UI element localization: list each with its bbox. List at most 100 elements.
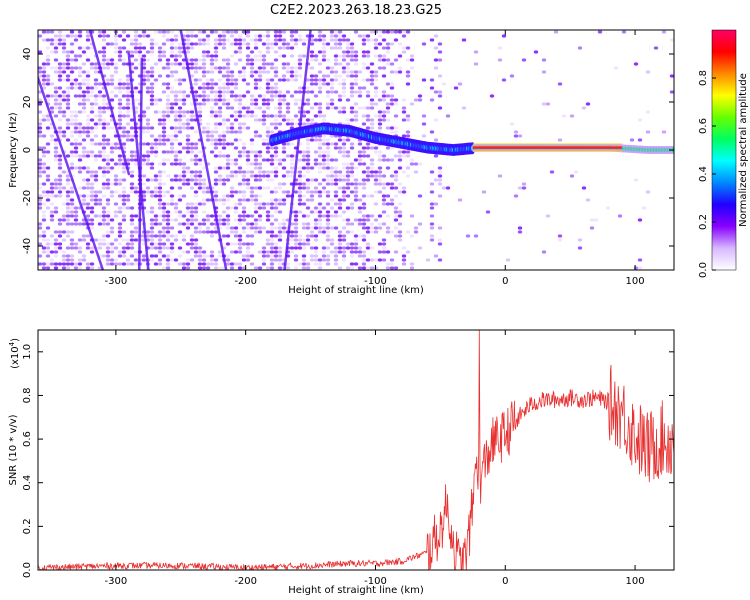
heatmap-cell — [137, 54, 143, 58]
heatmap-cell — [313, 178, 319, 182]
heatmap-cell — [297, 262, 303, 266]
heatmap-cell — [173, 258, 179, 262]
heatmap-cell — [213, 94, 219, 98]
heatmap-cell — [357, 218, 363, 222]
heatmap-cell — [309, 246, 315, 250]
heatmap-cell — [38, 74, 43, 78]
heatmap-cell — [205, 54, 211, 58]
heatmap-cell — [145, 186, 151, 190]
heatmap-cell — [129, 42, 135, 46]
heatmap-cell — [277, 38, 283, 42]
heatmap-cell — [349, 110, 355, 114]
heatmap-cell — [233, 98, 239, 102]
heatmap-cell — [305, 142, 311, 146]
heatmap-cell — [265, 170, 271, 174]
heatmap-cell — [325, 58, 331, 62]
heatmap-cell — [353, 30, 359, 34]
heatmap-cell — [113, 262, 119, 266]
heatmap-cell — [185, 142, 191, 146]
heatmap-cell — [165, 234, 171, 238]
heatmap-cell — [305, 186, 311, 190]
heatmap-cell — [357, 222, 363, 226]
heatmap-cell — [437, 238, 443, 242]
heatmap-cell — [285, 170, 291, 174]
heatmap-cell — [377, 110, 383, 114]
heatmap-cell — [369, 102, 375, 106]
heatmap-cell — [153, 254, 159, 258]
heatmap-cell — [89, 222, 95, 226]
heatmap-cell — [185, 266, 191, 270]
heatmap-cell — [273, 234, 279, 238]
heatmap-cell — [101, 54, 107, 58]
heatmap-cell — [249, 114, 255, 118]
heatmap-cell — [245, 34, 251, 38]
heatmap-cell — [373, 182, 379, 186]
heatmap-cell — [301, 194, 307, 198]
heatmap-cell — [397, 150, 403, 154]
heatmap-cell — [145, 154, 151, 158]
heatmap-cell — [621, 30, 627, 34]
heatmap-cell — [341, 38, 347, 42]
heatmap-cell — [465, 234, 471, 238]
heatmap-cell — [385, 106, 391, 110]
heatmap-cell — [281, 198, 287, 202]
heatmap-cell — [241, 142, 247, 146]
heatmap-cell — [277, 34, 283, 38]
heatmap-cell — [353, 242, 359, 246]
heatmap-cell — [305, 158, 311, 162]
heatmap-cell — [553, 30, 559, 34]
heatmap-cell — [117, 262, 123, 266]
heatmap-cell — [321, 258, 327, 262]
heatmap-cell — [433, 154, 439, 158]
heatmap-x-label: Height of straight line (km) — [288, 285, 424, 296]
heatmap-cell — [145, 74, 151, 78]
heatmap-cell — [61, 94, 67, 98]
heatmap-cell — [177, 122, 183, 126]
heatmap-cell — [545, 102, 551, 106]
heatmap-cell — [245, 90, 251, 94]
heatmap-cell — [201, 66, 207, 70]
heatmap-cell — [341, 50, 347, 54]
heatmap-cell — [69, 70, 75, 74]
heatmap-streak — [283, 30, 312, 270]
heatmap-cell — [157, 122, 163, 126]
heatmap-cell — [597, 30, 603, 34]
heatmap-cell — [277, 54, 283, 58]
heatmap-cell — [173, 150, 179, 154]
heatmap-cell — [117, 226, 123, 230]
heatmap-cell — [309, 58, 315, 62]
heatmap-cell — [97, 30, 103, 34]
heatmap-cell — [161, 82, 167, 86]
heatmap-cell — [61, 78, 67, 82]
heatmap-cell — [225, 234, 231, 238]
heatmap-cell — [121, 62, 127, 66]
heatmap-cell — [357, 94, 363, 98]
heatmap-cell — [393, 186, 399, 190]
heatmap-cell — [85, 74, 91, 78]
heatmap-cell — [213, 170, 219, 174]
heatmap-cell — [409, 234, 415, 238]
heatmap-cell — [393, 130, 399, 134]
heatmap-cell — [181, 98, 187, 102]
heatmap-cell — [157, 206, 163, 210]
heatmap-cell — [153, 30, 159, 34]
heatmap-cell — [285, 102, 291, 106]
heatmap-cell — [69, 202, 75, 206]
heatmap-cell — [217, 42, 223, 46]
heatmap-cell — [85, 94, 91, 98]
heatmap-cell — [265, 134, 271, 138]
heatmap-cell — [273, 158, 279, 162]
heatmap-cell — [365, 258, 371, 262]
heatmap-cell — [313, 82, 319, 86]
heatmap-cell — [149, 258, 155, 262]
heatmap-cell — [41, 146, 47, 150]
heatmap-cell — [209, 30, 215, 34]
heatmap-cell — [217, 214, 223, 218]
heatmap-cell — [329, 106, 335, 110]
heatmap-cell — [253, 194, 259, 198]
heatmap-cell — [369, 98, 375, 102]
heatmap-cell — [277, 182, 283, 186]
heatmap-cell — [381, 210, 387, 214]
heatmap-cell — [209, 54, 215, 58]
heatmap-cell — [185, 262, 191, 266]
